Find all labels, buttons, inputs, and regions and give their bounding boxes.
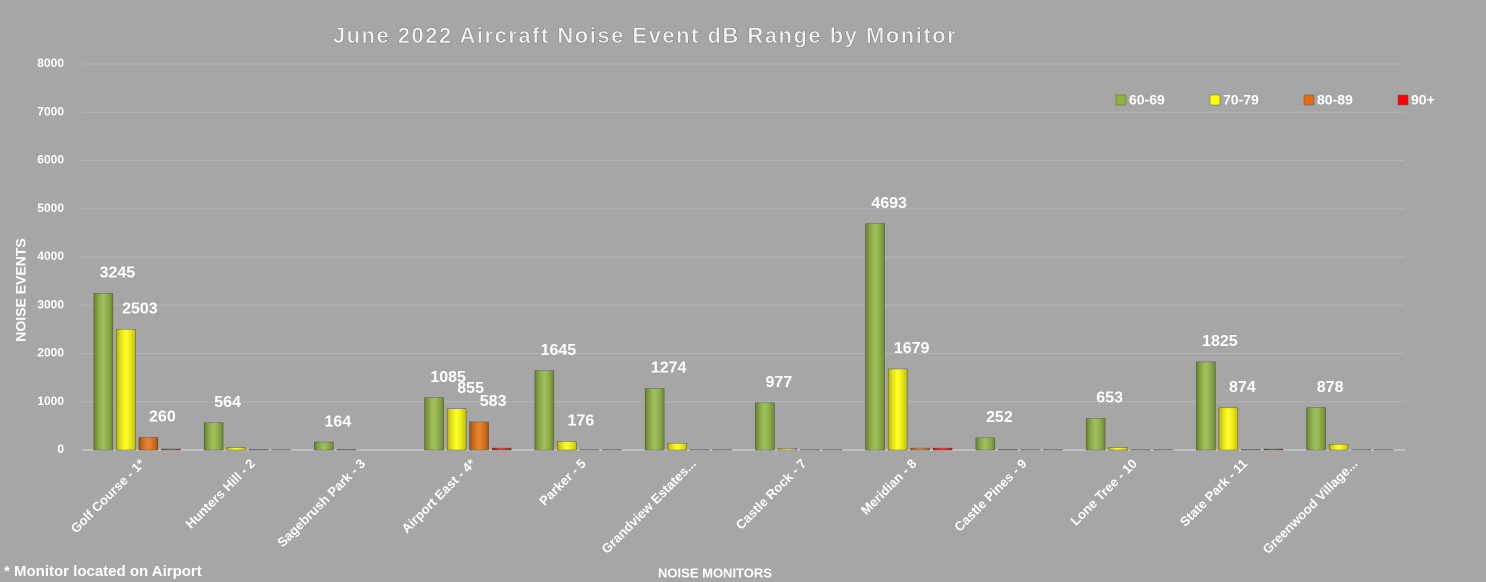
value-label: 564 (214, 394, 241, 411)
value-label: 2503 (122, 300, 158, 317)
chart-title: June 2022 Aircraft Noise Event dB Range … (333, 23, 957, 48)
bar-shade (755, 402, 775, 450)
y-tick-label: 0 (57, 442, 64, 456)
value-label: 1679 (894, 340, 930, 357)
x-axis-label: NOISE MONITORS (658, 565, 772, 580)
bar-shade (1108, 447, 1128, 450)
bar-shade (1218, 407, 1238, 450)
value-label: 653 (1096, 390, 1123, 407)
value-label: 3245 (100, 265, 136, 282)
note: * Monitor located on Airport (4, 563, 202, 580)
value-label: 4693 (871, 195, 907, 212)
bar-shade (1329, 444, 1349, 450)
bar-shade (116, 329, 136, 450)
y-tick-label: 3000 (37, 297, 64, 311)
bar-shade (1306, 407, 1326, 450)
bar-shade (645, 388, 665, 450)
bar-shade (492, 448, 512, 450)
value-label: 176 (568, 413, 595, 430)
legend-swatch (1115, 94, 1127, 106)
legend-swatch (1209, 94, 1221, 106)
legend-swatch (1397, 94, 1409, 106)
value-label: 1645 (541, 342, 577, 359)
value-label: 874 (1229, 379, 1256, 396)
y-tick-label: 1000 (37, 394, 64, 408)
bar-shade (975, 437, 995, 450)
y-tick-label: 6000 (37, 153, 64, 167)
legend-label: 70-79 (1223, 92, 1259, 108)
bar-shade (204, 422, 224, 450)
value-label: 878 (1317, 379, 1344, 396)
value-label: 1085 (430, 369, 466, 386)
legend-swatch (1303, 94, 1315, 106)
bar-shade (93, 293, 113, 450)
bar-shade (161, 449, 181, 450)
legend-label: 60-69 (1129, 92, 1165, 108)
value-label: 583 (480, 393, 507, 410)
value-label: 1825 (1202, 333, 1238, 350)
bar-shade (534, 370, 554, 450)
value-label: 252 (986, 409, 1013, 426)
y-tick-label: 8000 (37, 56, 64, 70)
legend-label: 90+ (1411, 92, 1435, 108)
bar-shade (557, 441, 577, 450)
bar-shade (226, 447, 246, 450)
bar-shade (469, 421, 489, 450)
bar-shade (1086, 418, 1106, 450)
bar-shade (424, 397, 444, 450)
bar-shade (1263, 449, 1283, 450)
y-axis-label: NOISE EVENTS (13, 238, 29, 341)
value-label: 1274 (651, 360, 687, 377)
bar-shade (447, 408, 467, 450)
value-label: 164 (325, 413, 352, 430)
bar-shade (777, 448, 797, 450)
bar-shade (910, 448, 930, 450)
y-tick-label: 5000 (37, 201, 64, 215)
y-tick-label: 4000 (37, 249, 64, 263)
bar-shade (888, 368, 908, 450)
bar-shade (1196, 361, 1216, 450)
bar-shade (667, 443, 687, 450)
value-label: 977 (766, 374, 793, 391)
value-label: 855 (457, 380, 484, 397)
bar-shade (314, 442, 334, 450)
value-label: 260 (149, 409, 176, 426)
legend-label: 80-89 (1317, 92, 1353, 108)
bar-shade (865, 223, 885, 450)
bar-shade (933, 448, 953, 450)
y-tick-label: 2000 (37, 346, 64, 360)
y-tick-label: 7000 (37, 104, 64, 118)
bar-shade (138, 437, 158, 450)
